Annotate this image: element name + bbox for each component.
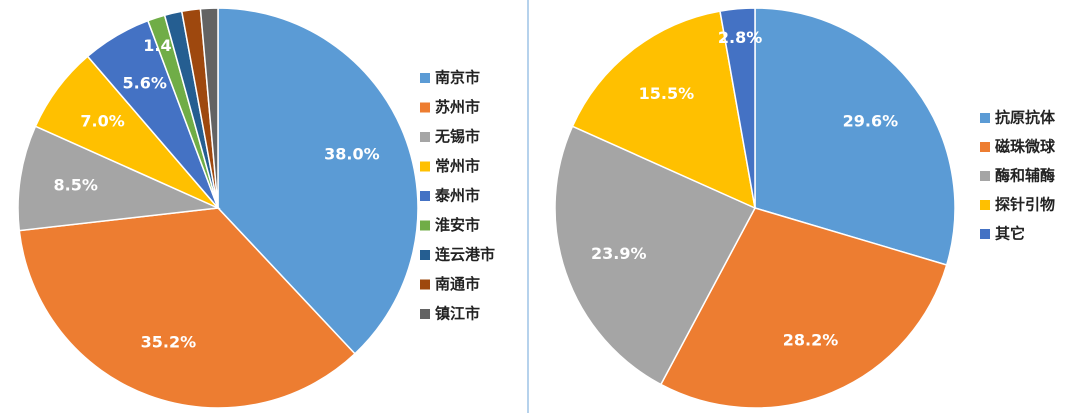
legend-label: 其它 (995, 225, 1025, 243)
data-label: 2.8% (718, 28, 762, 47)
legend-label: 常州市 (435, 157, 480, 175)
data-label: 23.9% (591, 244, 647, 263)
pie-slice (754, 7, 956, 266)
pie-slice (17, 125, 221, 232)
pie-slice (217, 7, 419, 355)
legend-swatch (980, 171, 990, 181)
legend-swatch (420, 132, 430, 142)
pie-slice (571, 10, 756, 210)
pie-slice (554, 125, 757, 386)
legend-label: 南京市 (435, 69, 480, 87)
legend-swatch (420, 161, 430, 172)
legend-label: 探针引物 (995, 196, 1055, 214)
legend-label: 镇江市 (435, 305, 480, 323)
legend-label: 连云港市 (435, 246, 495, 264)
legend-label: 磁珠微球 (995, 138, 1056, 156)
pie-slice (18, 207, 356, 409)
legend-label: 无锡市 (434, 128, 480, 146)
pie-slice (199, 7, 219, 209)
data-label: 5.6% (123, 74, 167, 93)
data-label: 15.5% (639, 84, 695, 103)
data-label: 35.2% (141, 333, 197, 352)
legend-label: 苏州市 (435, 98, 480, 116)
legend-label: 南通市 (435, 275, 480, 293)
legend-label: 淮安市 (435, 216, 480, 234)
legend-swatch (420, 102, 430, 113)
legend-swatch (980, 113, 990, 123)
legend-swatch (420, 73, 430, 83)
data-label: 7.0% (80, 111, 124, 130)
legend-swatch (420, 309, 430, 319)
legend-swatch (420, 220, 430, 231)
legend-swatch (980, 200, 990, 210)
data-label: 38.0% (324, 144, 380, 163)
legend-swatch (980, 229, 990, 239)
legend-swatch (420, 250, 430, 260)
data-label: 28.2% (783, 330, 839, 349)
legend-label: 酶和辅酶 (995, 167, 1055, 185)
pie-slice (719, 7, 756, 209)
legend-label: 抗原抗体 (995, 109, 1056, 127)
data-label: 29.6% (843, 111, 899, 130)
data-label: 8.5% (54, 175, 98, 194)
legend-swatch (420, 191, 430, 201)
legend-swatch (420, 279, 430, 290)
pie-slice (659, 207, 948, 409)
legend-swatch (980, 142, 990, 152)
legend-label: 泰州市 (434, 187, 480, 205)
